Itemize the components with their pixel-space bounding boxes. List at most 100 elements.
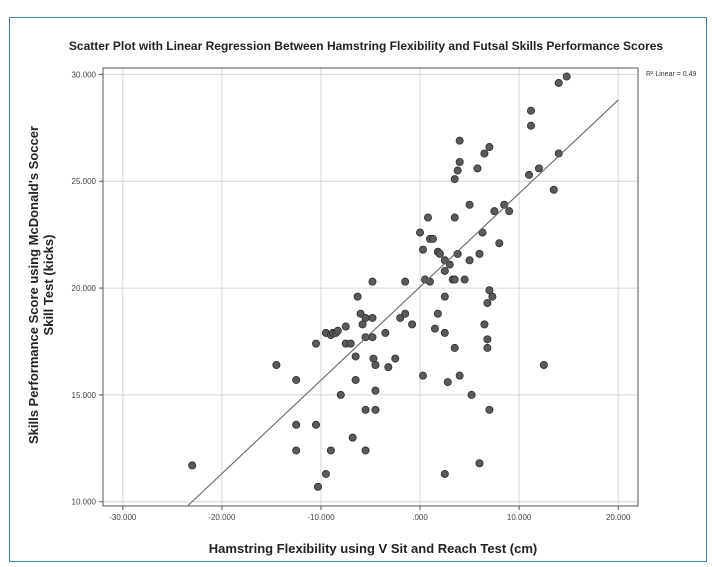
data-point [480, 320, 489, 329]
x-axis-ticks: -30.000 -20.000 -10.000 .000 10.000 20.000 [109, 506, 631, 522]
y-tick-label: 30.000 [72, 70, 97, 79]
data-point [361, 313, 370, 322]
data-point [473, 164, 482, 173]
x-tick-label: 20.000 [606, 513, 631, 522]
data-point [488, 292, 497, 301]
data-point [460, 275, 469, 284]
data-point [483, 299, 492, 308]
y-axis-label: Skills Performance Score using McDonald'… [26, 126, 56, 444]
data-point [450, 275, 459, 284]
data-point [435, 249, 444, 258]
data-point [401, 309, 410, 318]
data-point [430, 324, 439, 333]
y-tick-label: 20.000 [72, 284, 97, 293]
data-point [408, 320, 417, 329]
data-point [368, 333, 377, 342]
y-tick-label: 15.000 [72, 391, 97, 400]
data-point [371, 405, 380, 414]
y-tick-label: 25.000 [72, 177, 97, 186]
data-point [419, 245, 428, 254]
data-point [465, 256, 474, 265]
data-point [336, 390, 345, 399]
data-point [384, 363, 393, 372]
data-point [554, 149, 563, 158]
data-point [188, 461, 197, 470]
data-point [554, 78, 563, 87]
data-point [351, 352, 360, 361]
data-point [391, 354, 400, 363]
data-point [480, 149, 489, 158]
data-point [495, 239, 504, 248]
data-point [562, 72, 571, 81]
data-point [440, 292, 449, 301]
data-point [423, 213, 432, 222]
chart-title: Scatter Plot with Linear Regression Betw… [69, 39, 664, 53]
data-point [292, 375, 301, 384]
data-point [485, 143, 494, 152]
data-point [416, 228, 425, 237]
data-point [485, 405, 494, 414]
data-point [534, 164, 543, 173]
data-point [527, 121, 536, 130]
x-tick-label: -20.000 [208, 513, 236, 522]
data-point [341, 322, 350, 331]
data-point [453, 249, 462, 258]
x-tick-label: -30.000 [109, 513, 137, 522]
data-point [368, 313, 377, 322]
data-point [368, 277, 377, 286]
data-point [292, 420, 301, 429]
data-point [326, 446, 335, 455]
data-point [455, 371, 464, 380]
data-point [445, 260, 454, 269]
plot-area [102, 67, 639, 507]
y-axis-ticks: 10.000 15.000 20.000 25.000 30.000 [72, 70, 103, 507]
data-point [361, 405, 370, 414]
data-points [188, 72, 571, 491]
data-point [401, 277, 410, 286]
data-point [396, 313, 405, 322]
data-point [321, 469, 330, 478]
data-point [443, 378, 452, 387]
data-point [312, 420, 321, 429]
legend-label: R² Linear = 0.49 [646, 71, 696, 78]
x-axis-label: Hamstring Flexibility using V Sit and Re… [209, 541, 537, 556]
data-point [272, 360, 281, 369]
data-point [292, 446, 301, 455]
data-point [505, 207, 514, 216]
data-point [450, 343, 459, 352]
data-point [381, 328, 390, 337]
data-point [333, 326, 342, 335]
data-point [527, 106, 536, 115]
data-point [490, 207, 499, 216]
data-point [361, 333, 370, 342]
data-point [539, 360, 548, 369]
x-tick-label: 10.000 [507, 513, 532, 522]
data-point [450, 213, 459, 222]
data-point [440, 469, 449, 478]
data-point [453, 166, 462, 175]
data-point [450, 175, 459, 184]
data-point [455, 136, 464, 145]
data-point [312, 339, 321, 348]
data-point [467, 390, 476, 399]
data-point [346, 339, 355, 348]
data-point [483, 343, 492, 352]
grid-lines [103, 68, 638, 506]
data-point [525, 170, 534, 179]
data-point [433, 309, 442, 318]
data-point [358, 320, 367, 329]
data-point [419, 371, 428, 380]
data-point [475, 459, 484, 468]
data-point [361, 446, 370, 455]
data-point [313, 482, 322, 491]
y-tick-label: 10.000 [72, 498, 97, 507]
data-point [478, 228, 487, 237]
data-point [353, 292, 362, 301]
data-point [475, 249, 484, 258]
data-point [485, 286, 494, 295]
data-point [549, 185, 558, 194]
data-point [428, 234, 437, 243]
data-point [455, 158, 464, 167]
x-tick-label: -10.000 [307, 513, 335, 522]
